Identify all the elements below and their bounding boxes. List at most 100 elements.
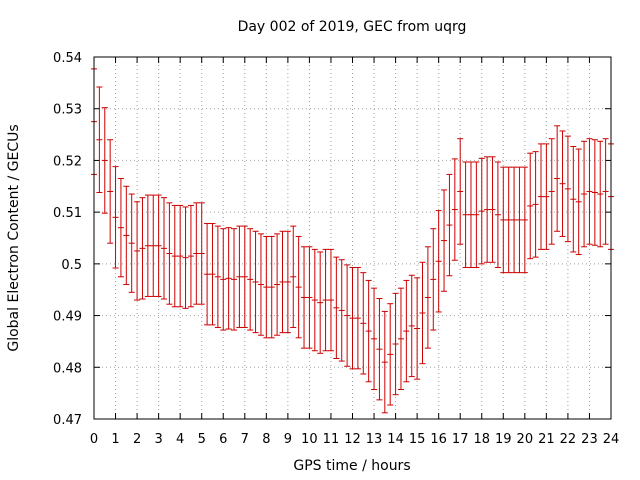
x-tick-label: 1 [111, 432, 119, 447]
error-bar-point [403, 279, 410, 383]
error-bar-point [344, 264, 351, 367]
error-bar-point [155, 194, 162, 297]
y-tick-label: 0.48 [53, 361, 82, 376]
error-bar-point [559, 130, 566, 237]
x-axis-title: GPS time / hours [293, 458, 410, 474]
error-bar-point [144, 194, 151, 297]
error-bar-point [548, 138, 555, 245]
error-bar-point [112, 166, 119, 269]
error-bar-point [446, 173, 453, 277]
error-bar-point [139, 197, 146, 300]
error-bar-point [419, 261, 426, 365]
error-bar-point [231, 228, 238, 331]
x-tick-label: 8 [262, 432, 270, 447]
error-bar-point [295, 235, 302, 339]
error-bar-point [171, 204, 178, 308]
y-tick-label: 0.51 [53, 206, 82, 221]
x-tick-label: 22 [560, 432, 577, 447]
error-bar-point [575, 148, 582, 256]
x-tick-label: 12 [344, 432, 361, 447]
error-bar-point [387, 303, 394, 406]
x-tick-label: 24 [603, 432, 620, 447]
error-bar-point [376, 298, 383, 401]
x-tick-label: 21 [538, 432, 555, 447]
error-bar-point [527, 152, 534, 260]
x-tick-label: 17 [452, 432, 469, 447]
error-bar-point [381, 310, 388, 414]
error-bar-point [602, 138, 609, 245]
error-bar-point [435, 210, 442, 313]
error-bar-point [532, 151, 539, 258]
error-bar-point [182, 206, 189, 309]
error-bar-point [371, 287, 378, 391]
error-bar-point [397, 287, 404, 391]
error-bar-point [430, 228, 437, 331]
error-bar-point [198, 202, 205, 305]
error-bar-point [537, 143, 544, 250]
error-bar-point [247, 228, 254, 331]
error-bar-point [214, 225, 221, 328]
error-bar-point [554, 125, 561, 232]
error-bar-point [473, 161, 480, 268]
error-bar-point [241, 225, 248, 328]
error-bar-point [252, 230, 259, 334]
error-bar-point [209, 223, 216, 326]
error-bar-point [591, 139, 598, 246]
error-bar-point [581, 140, 588, 248]
error-bar-point [317, 251, 324, 354]
x-tick-label: 14 [387, 432, 404, 447]
error-bar-point [268, 235, 275, 339]
error-bar-point [516, 166, 523, 274]
error-bar-point [441, 189, 448, 292]
error-bar-point [263, 235, 270, 339]
error-bar-point [521, 166, 528, 274]
error-bar-point [236, 225, 243, 328]
error-bar-point [101, 107, 108, 214]
error-bar-point [570, 145, 577, 253]
x-tick-label: 15 [409, 432, 426, 447]
error-bar-point [284, 230, 291, 334]
x-tick-label: 7 [241, 432, 249, 447]
x-tick-label: 19 [495, 432, 512, 447]
tick-labels: 0 1 2 3 4 5 6 7 8 9 10 11 12 13 14 15 16 17 18 19 20 21 22 23 24… [53, 51, 619, 447]
error-bar-point [166, 202, 173, 305]
error-bar-point [597, 140, 604, 248]
error-bar-point [467, 161, 474, 268]
error-bar-point [96, 86, 103, 193]
y-tick-label: 0.53 [53, 103, 82, 118]
gec-series [91, 68, 614, 414]
error-bar-point [451, 158, 458, 261]
x-tick-label: 23 [581, 432, 598, 447]
error-bar-point [543, 143, 550, 250]
y-tick-label: 0.52 [53, 154, 82, 169]
x-tick-label: 11 [323, 432, 340, 447]
error-bar-point [349, 266, 356, 370]
error-bar-point [107, 139, 114, 244]
error-bar-point [311, 248, 318, 352]
error-bar-point [392, 292, 399, 396]
x-tick-label: 4 [176, 432, 184, 447]
error-bar-point [225, 227, 232, 330]
error-bar-point [187, 204, 194, 308]
x-tick-label: 5 [198, 432, 206, 447]
error-bar-point [408, 274, 415, 378]
error-bar-point [306, 246, 313, 349]
plot-frame [93, 56, 612, 420]
error-bar-point [117, 178, 124, 278]
error-bar-point [327, 248, 334, 352]
error-bar-point [489, 156, 496, 263]
error-bar-point [494, 161, 501, 268]
x-tick-label: 2 [133, 432, 141, 447]
error-bar-point [204, 223, 211, 326]
error-bar-point [360, 272, 367, 375]
error-bar-point [586, 138, 593, 245]
error-bar-point [333, 256, 340, 359]
error-bar-point [505, 166, 512, 274]
x-tick-label: 0 [90, 432, 98, 447]
error-bar-point [500, 166, 507, 274]
x-tick-label: 13 [366, 432, 383, 447]
error-bar-point [511, 166, 518, 274]
y-tick-label: 0.49 [53, 310, 82, 325]
x-tick-label: 9 [284, 432, 292, 447]
y-tick-label: 0.47 [53, 413, 82, 428]
